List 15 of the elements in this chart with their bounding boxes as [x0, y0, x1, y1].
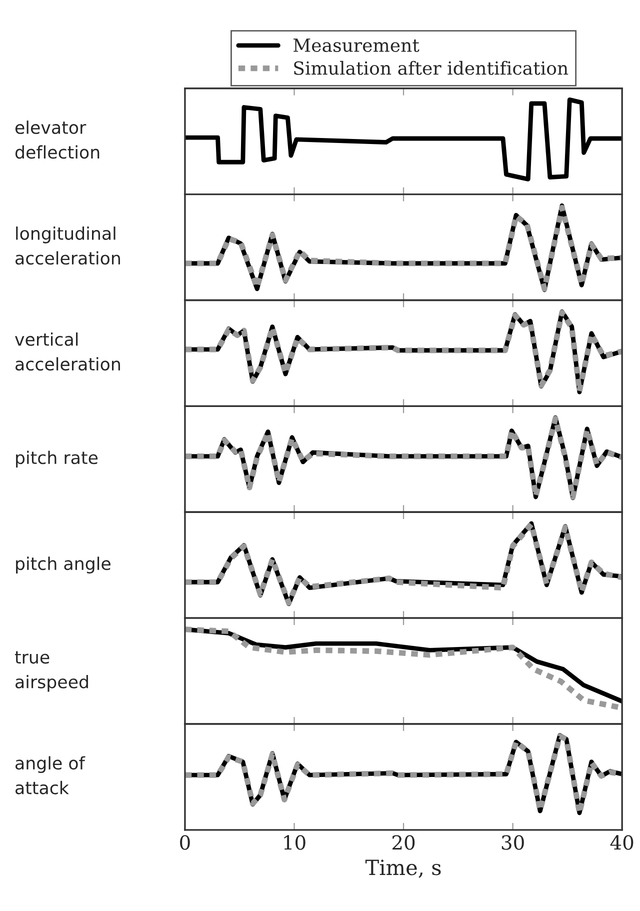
x-tick-label: 40: [610, 835, 634, 850]
y-axis-title: longitudinal acceleration: [16, 226, 120, 265]
y-axis-title: elevator deflection: [15, 120, 100, 159]
y-axis-title: vertical acceleration: [15, 332, 120, 371]
y-axis-title: angle of attack: [16, 756, 86, 794]
legend-label: Simulation after identification: [294, 60, 568, 75]
x-axis-title: Time, s: [365, 860, 441, 878]
x-tick-label: 10: [284, 835, 306, 850]
y-axis-title: true airspeed: [14, 651, 88, 692]
x-tick-label: 0: [180, 835, 190, 850]
legend-label: Measurement: [294, 38, 420, 52]
x-tick-label: 30: [502, 835, 524, 850]
y-axis-title: pitch angle: [16, 556, 110, 574]
y-axis-title: pitch rate: [16, 450, 98, 468]
x-tick-label: 20: [392, 835, 415, 850]
